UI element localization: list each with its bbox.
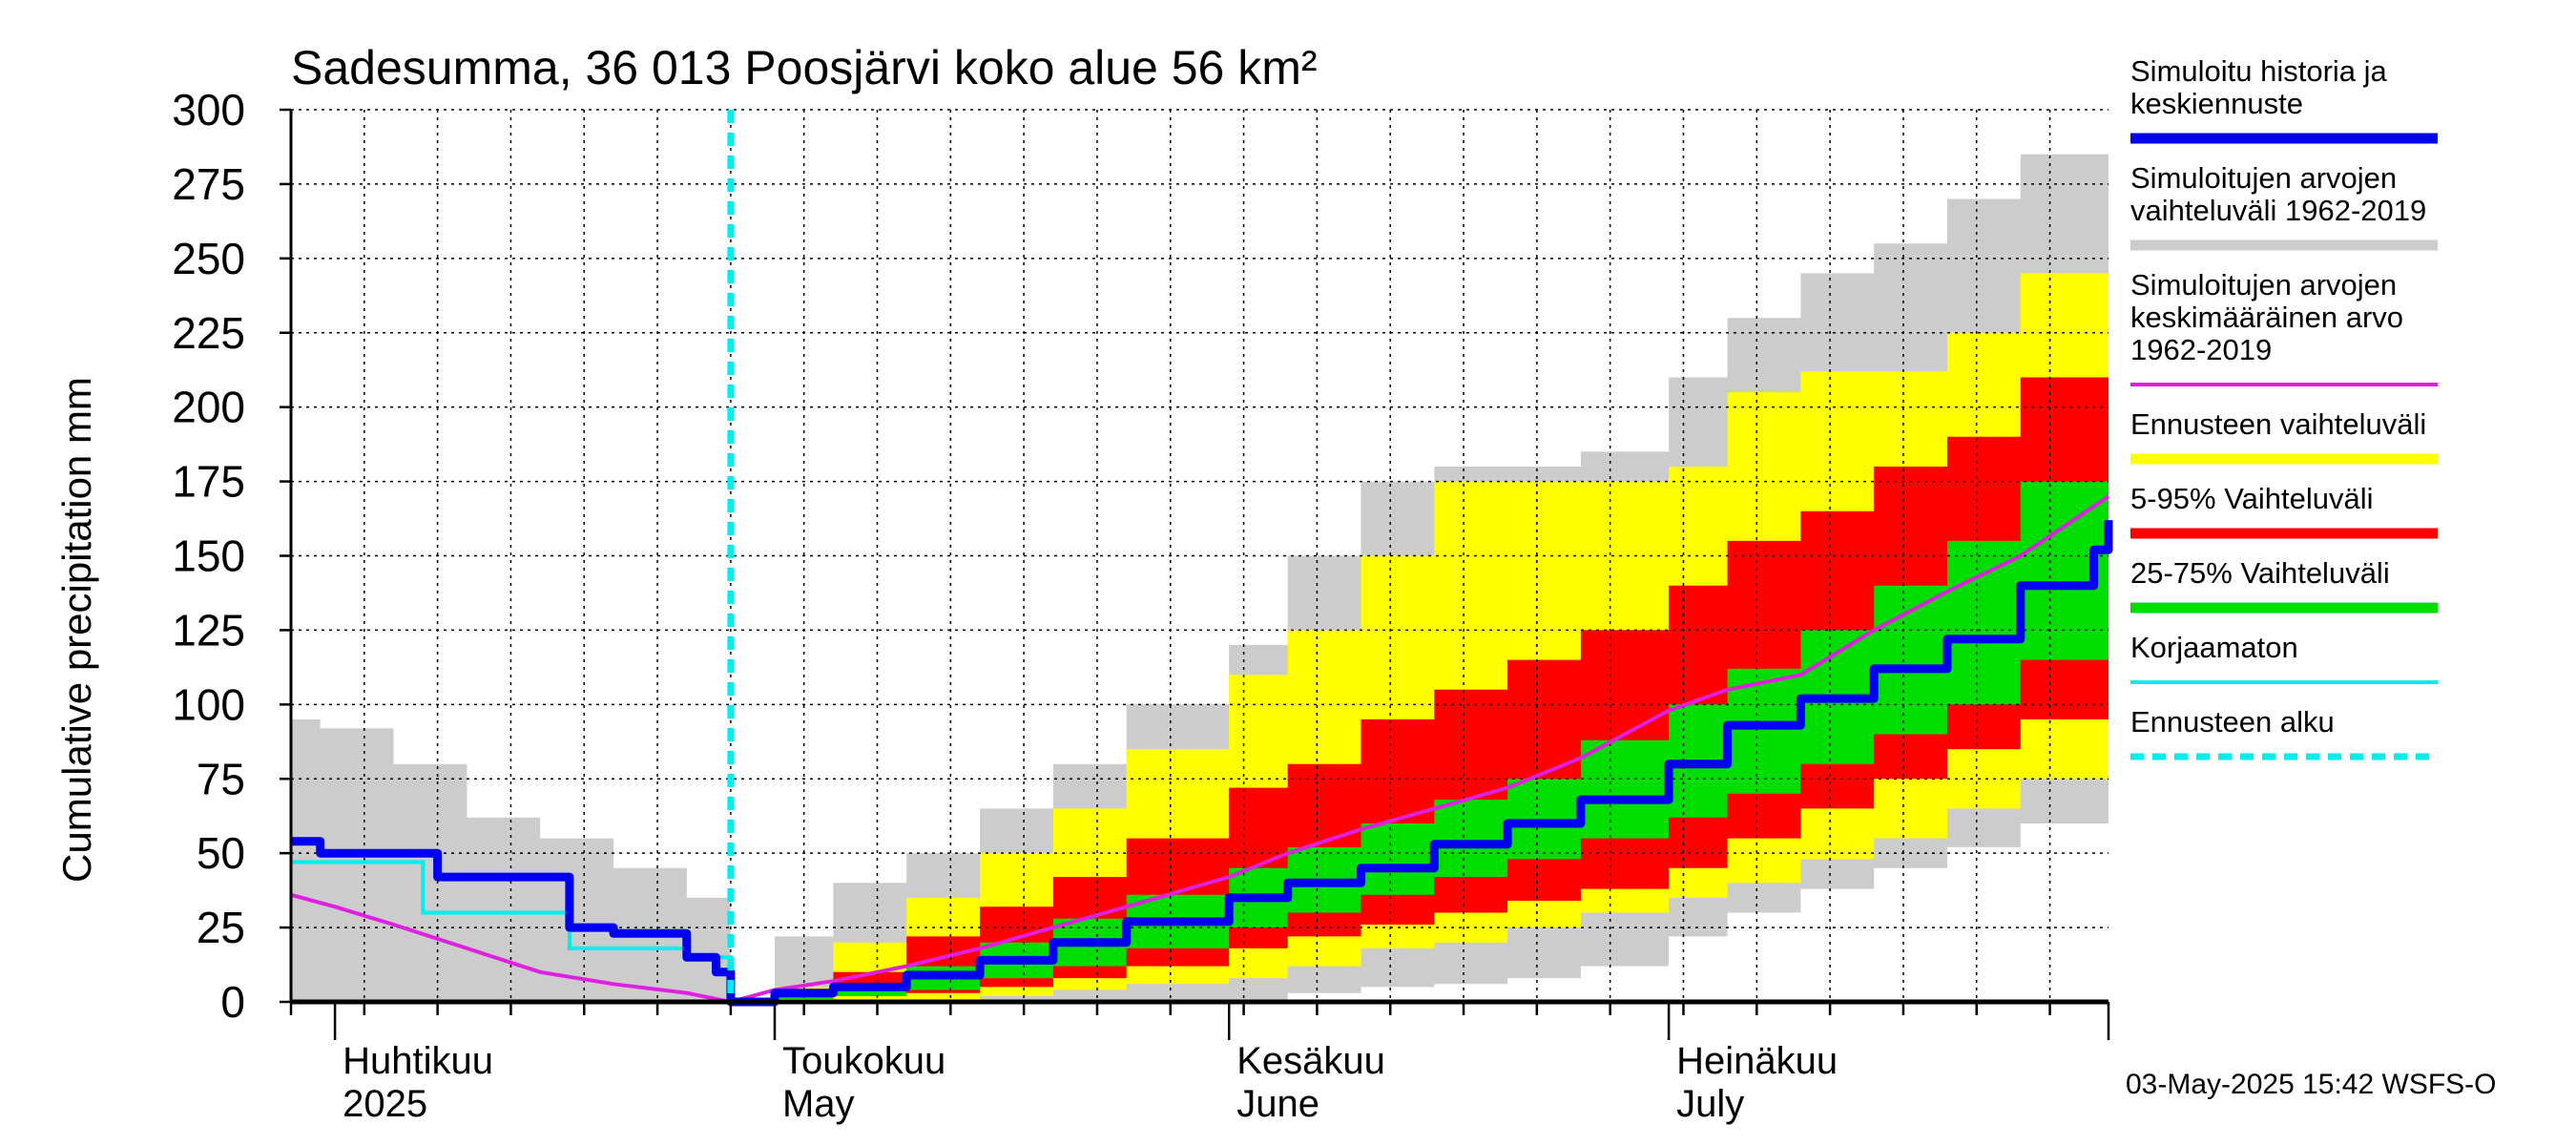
x-month-label: Toukokuu bbox=[782, 1040, 945, 1082]
y-tick-label: 25 bbox=[197, 903, 245, 952]
y-tick-label: 200 bbox=[172, 383, 245, 432]
legend-label: Simuloitujen arvojen bbox=[2130, 161, 2397, 195]
simulated-line bbox=[291, 520, 2113, 1007]
x-month-sublabel: 2025 bbox=[343, 1083, 427, 1125]
y-tick-label: 275 bbox=[172, 159, 245, 209]
legend-label: Simuloitu historia ja bbox=[2130, 54, 2388, 88]
axes bbox=[280, 108, 2110, 1040]
legend-label: Korjaamaton bbox=[2130, 631, 2298, 664]
x-month-sublabel: June bbox=[1236, 1083, 1319, 1125]
y-tick-label: 300 bbox=[172, 85, 245, 135]
grid-lines bbox=[290, 109, 2109, 1002]
y-tick-label: 225 bbox=[172, 308, 245, 358]
y-tick-label: 75 bbox=[197, 754, 245, 803]
legend-label: Ennusteen vaihteluväli bbox=[2130, 407, 2426, 441]
legend-label: keskimääräinen arvo bbox=[2130, 301, 2403, 334]
x-month-label: Kesäkuu bbox=[1236, 1040, 1385, 1082]
chart-title: Sadesumma, 36 013 Poosjärvi koko alue 56… bbox=[291, 41, 1318, 94]
percentile-25-75-band bbox=[730, 412, 2109, 1002]
x-month-label: Huhtikuu bbox=[343, 1040, 493, 1082]
legend-label: Simuloitujen arvojen bbox=[2130, 268, 2397, 302]
y-tick-label: 150 bbox=[172, 531, 245, 581]
legend-label: vaihteluväli 1962-2019 bbox=[2130, 194, 2426, 227]
percentile-5-95-band bbox=[730, 288, 2109, 1002]
timestamp-footer: 03-May-2025 15:42 WSFS-O bbox=[2126, 1069, 2497, 1100]
y-axis-label: Cumulative precipitation mm bbox=[54, 377, 99, 883]
y-tick-label: 125 bbox=[172, 605, 245, 655]
legend-label: 25-75% Vaihteluväli bbox=[2130, 556, 2390, 590]
legend-label: 5-95% Vaihteluväli bbox=[2130, 482, 2373, 515]
legend-label: 1962-2019 bbox=[2130, 333, 2272, 366]
y-tick-label: 100 bbox=[172, 679, 245, 729]
y-tick-label: 175 bbox=[172, 457, 245, 507]
legend-label: Ennusteen alku bbox=[2130, 705, 2335, 739]
legend-label: keskiennuste bbox=[2130, 87, 2303, 120]
y-tick-label: 250 bbox=[172, 234, 245, 283]
y-tick-labels: 0 25 50 75 100 125 150 175 200 225 250 275 300 bbox=[172, 85, 245, 1027]
x-month-sublabel: July bbox=[1676, 1083, 1744, 1125]
y-tick-label: 0 bbox=[220, 977, 245, 1027]
x-month-sublabel: May bbox=[782, 1083, 855, 1125]
y-tick-label: 50 bbox=[197, 828, 245, 878]
historical-mean-line bbox=[290, 494, 2110, 1005]
plot-areas bbox=[291, 110, 2109, 1002]
plot-lines bbox=[290, 110, 2113, 1007]
x-month-label: Heinäkuu bbox=[1676, 1040, 1838, 1082]
